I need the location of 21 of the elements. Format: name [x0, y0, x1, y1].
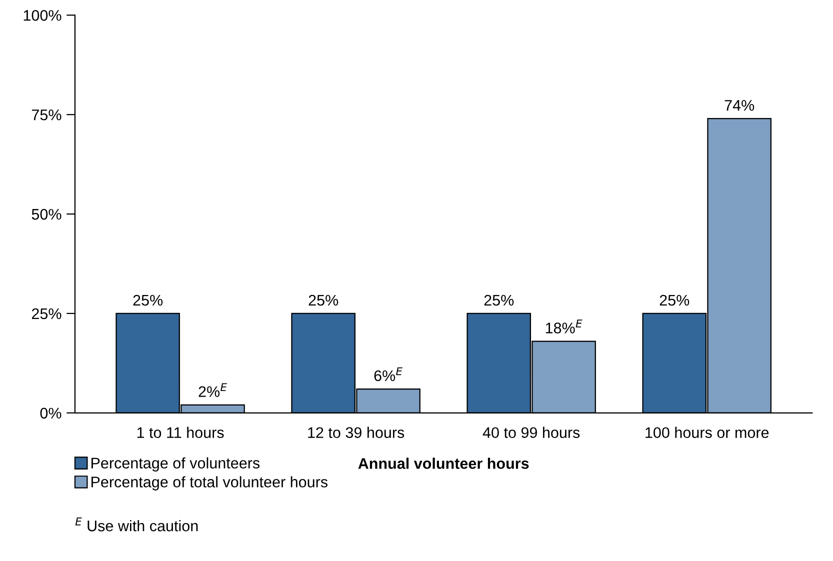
x-tick-label: 40 to 99 hours — [482, 426, 580, 438]
x-tick-label: 100 hours or more — [646, 426, 769, 438]
data-label: 25% — [308, 294, 338, 306]
y-tick-label: 0% — [40, 408, 62, 419]
data-label: 25% — [660, 294, 690, 306]
data-label: 74% — [724, 100, 754, 111]
text: $^{E}$ Use with caution — [75, 518, 198, 532]
data-label: 25% — [133, 294, 163, 306]
data-label: 25% — [484, 294, 514, 306]
y-tick-label: 25% — [32, 308, 62, 320]
y-tick-label: 100% — [24, 10, 62, 21]
y-tick-label: 75% — [32, 110, 62, 120]
legend-label: Percentage of volunteers — [92, 457, 260, 472]
legend-label: Percentage of total volunteer hours — [92, 476, 328, 490]
y-tick-label: 50% — [32, 208, 62, 220]
x-axis-title: Annual volunteer hours — [358, 458, 529, 469]
data-label: 18%$^{E}$ — [546, 320, 582, 334]
data-label: 6%$^{E}$ — [374, 367, 402, 382]
x-tick-label: 1 to 11 hours — [137, 426, 224, 438]
data-label: 2%$^{E}$ — [198, 383, 227, 397]
x-tick-label: 12 to 39 hours — [308, 426, 404, 438]
